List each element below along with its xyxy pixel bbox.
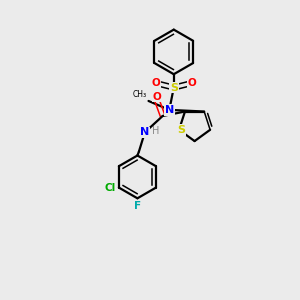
Text: N: N bbox=[140, 127, 149, 137]
Text: N: N bbox=[165, 105, 174, 115]
Text: O: O bbox=[187, 78, 196, 88]
Text: S: S bbox=[170, 82, 178, 93]
Text: S: S bbox=[177, 125, 185, 135]
Text: O: O bbox=[152, 92, 161, 102]
Text: Cl: Cl bbox=[104, 183, 116, 193]
Text: O: O bbox=[152, 78, 160, 88]
Text: CH₃: CH₃ bbox=[133, 91, 147, 100]
Text: F: F bbox=[134, 201, 141, 211]
Text: H: H bbox=[152, 126, 159, 136]
